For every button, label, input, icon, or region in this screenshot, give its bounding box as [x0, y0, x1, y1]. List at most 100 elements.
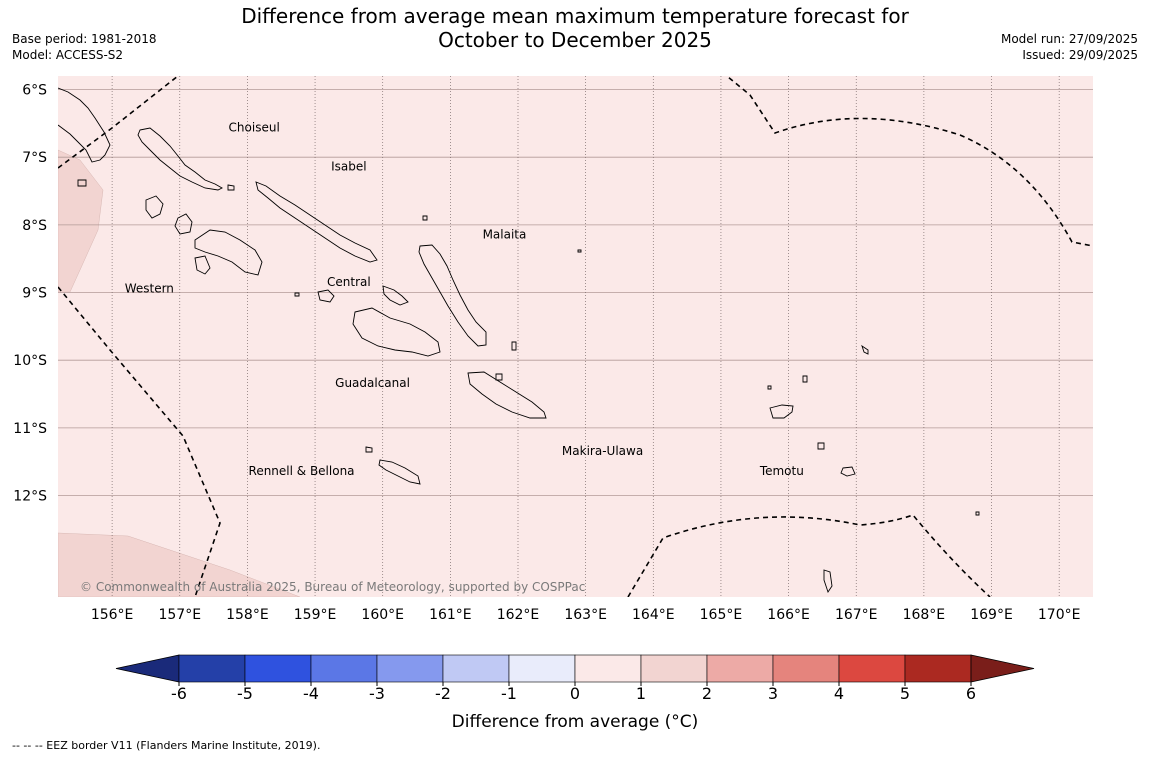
colorbar-segment [838, 654, 906, 683]
eez-line-se [627, 514, 991, 597]
island-vella-lavella [145, 195, 164, 219]
island-choiseul [137, 127, 223, 191]
title-line-2: October to December 2025 [438, 28, 712, 52]
colorbar-segment [244, 654, 312, 683]
model-run: Model run: 27/09/2025 [1000, 32, 1138, 46]
lon-tick-label: 161°E [429, 607, 472, 623]
colorbar-tick-label: 5 [900, 684, 910, 703]
colorbar-tick-label: -6 [171, 684, 187, 703]
eez-line-ne [725, 76, 1093, 247]
eez-footnote: -- -- -- EEZ border V11 (Flanders Marine… [12, 739, 321, 752]
island-small-6 [422, 215, 428, 221]
lon-tick-label: 165°E [700, 607, 743, 623]
colorbar-segment [772, 654, 840, 683]
meta-left: Base period: 1981-2018 Model: ACCESS-S2 [12, 31, 157, 63]
island-rennell [378, 459, 421, 485]
lat-tick-label: 9°S [22, 286, 47, 302]
title-line-1: Difference from average mean maximum tem… [241, 4, 909, 28]
base-period: Base period: 1981-2018 [12, 32, 157, 46]
colorbar-segment [640, 654, 708, 683]
island-rendova [194, 255, 211, 275]
lon-tick-label: 168°E [903, 607, 946, 623]
lon-tick-label: 164°E [632, 607, 675, 623]
copyright-notice: © Commonwealth of Australia 2025, Bureau… [80, 580, 585, 594]
province-label: Choiseul [229, 120, 280, 134]
island-small-8 [802, 375, 808, 383]
lat-tick-label: 8°S [22, 218, 47, 234]
island-small-2 [294, 292, 300, 297]
province-labels: Choiseul Isabel Malaita Western Central Guada… [125, 120, 804, 478]
island-russell [382, 285, 409, 306]
island-isabel [255, 181, 378, 263]
issued-date: Issued: 29/09/2025 [1022, 48, 1138, 62]
island-bougainville [58, 87, 111, 163]
colorbar-segment [904, 654, 972, 683]
island-small-3 [511, 341, 517, 351]
map-title: Difference from average mean maximum tem… [0, 4, 1150, 52]
lat-tick-label: 11°S [13, 421, 47, 437]
island-malaita [418, 244, 487, 347]
colorbar-tick-label: 6 [966, 684, 976, 703]
province-label: Makira-Ulawa [562, 444, 643, 458]
colorbar-tick-label: -1 [501, 684, 517, 703]
island-small-10 [861, 344, 869, 355]
colorbar-under-arrow [115, 654, 180, 683]
longitude-labels: 156°E 157°E 158°E 159°E 160°E 161°E 162°E 163°E… [91, 607, 1081, 623]
province-label: Western [125, 282, 174, 296]
province-label: Temotu [759, 464, 804, 478]
colorbar-tick-label: -5 [237, 684, 253, 703]
latitude-labels: 6°S 7°S 8°S 9°S 10°S 11°S 12°S [13, 83, 47, 505]
lon-tick-label: 169°E [970, 607, 1013, 623]
island-small-9 [767, 385, 772, 390]
lon-tick-label: 156°E [91, 607, 134, 623]
warm-patch-south [58, 532, 301, 597]
colorbar-tick-label: 3 [768, 684, 778, 703]
province-label: Isabel [331, 160, 366, 174]
latitude-gridlines [58, 89, 1093, 496]
island-small-7 [77, 179, 87, 187]
province-label: Central [327, 275, 371, 289]
colorbar-label: Difference from average (°C) [452, 712, 699, 732]
island-florida [317, 289, 335, 303]
eez-borders [58, 76, 1093, 597]
eez-line-nw [58, 76, 180, 169]
colorbar-segment [376, 654, 444, 683]
eez-line-sw [58, 286, 221, 597]
colorbar-tick-label: 4 [834, 684, 844, 703]
province-label: Rennell & Bellona [249, 464, 355, 478]
colorbar-tick-label: 0 [570, 684, 580, 703]
lon-tick-label: 159°E [294, 607, 337, 623]
island-utupua [817, 442, 825, 450]
lon-tick-label: 166°E [767, 607, 810, 623]
colorbar-segment [442, 654, 510, 683]
colorbar-segment [178, 654, 246, 683]
lon-tick-label: 157°E [158, 607, 201, 623]
island-santa-cruz [769, 404, 794, 419]
colorbar-tick-label: 2 [702, 684, 712, 703]
lon-tick-label: 160°E [361, 607, 404, 623]
colorbar-segment [310, 654, 378, 683]
island-new-georgia [194, 229, 263, 276]
island-makira [467, 371, 547, 419]
island-guadalcanal [352, 307, 441, 357]
colorbar-tick-label: -4 [303, 684, 319, 703]
map-background [58, 76, 1093, 597]
colorbar-tick-label: 1 [636, 684, 646, 703]
island-small-4 [495, 373, 503, 381]
islands [58, 87, 980, 594]
model-name: Model: ACCESS-S2 [12, 48, 124, 62]
island-kolombangara [174, 213, 193, 235]
lat-tick-label: 6°S [22, 83, 47, 99]
lat-tick-label: 7°S [22, 150, 47, 166]
colorbar-tick-label: -3 [369, 684, 385, 703]
island-small-5 [577, 249, 582, 253]
island-vanikoro [840, 466, 856, 477]
warm-patch-west [58, 149, 104, 293]
colorbar-tick-label: -2 [435, 684, 451, 703]
island-small-1 [227, 184, 235, 191]
island-bellona [365, 446, 373, 453]
lon-tick-label: 167°E [835, 607, 878, 623]
lon-tick-label: 163°E [564, 607, 607, 623]
province-label: Malaita [483, 227, 527, 241]
